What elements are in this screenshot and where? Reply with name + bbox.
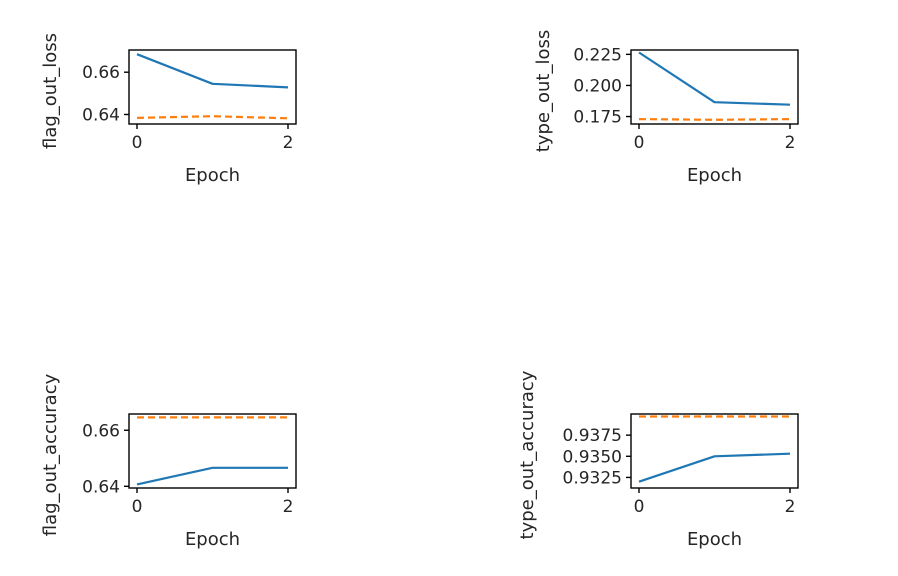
x-axis-label: Epoch [185, 529, 240, 550]
x-tick-label: 2 [785, 133, 796, 153]
y-axis-label: type_out_loss [533, 30, 554, 152]
subplot-flag-out-loss: 0 2 0.64 0.66 Epoch flag_out_loss [40, 33, 297, 186]
y-tick-label: 0.9350 [563, 447, 622, 467]
x-tick-label: 0 [634, 133, 645, 153]
y-tick-label: 0.66 [82, 421, 120, 441]
x-tick-label: 2 [283, 497, 294, 517]
x-tick-label: 0 [132, 497, 143, 517]
y-tick-label: 0.9375 [563, 426, 622, 446]
plot-frame [128, 413, 297, 489]
y-tick-label: 0.64 [82, 105, 120, 125]
y-tick-label: 0.66 [82, 63, 120, 83]
x-axis-label: Epoch [687, 529, 742, 550]
x-tick-label: 2 [785, 497, 796, 517]
dashed-series-line [638, 118, 791, 121]
subplot-flag-out-accuracy: 0 2 0.66 0.64 Epoch flag_out_accuracy [40, 373, 297, 550]
solid-series-line [136, 466, 288, 486]
y-tick-label: 0.64 [82, 477, 120, 497]
y-tick-label: 0.175 [573, 108, 622, 128]
y-axis-label: type_out_accuracy [517, 370, 538, 539]
x-tick-label: 0 [132, 133, 143, 153]
plot-frame [630, 49, 799, 125]
x-axis-label: Epoch [687, 165, 742, 186]
x-tick-label: 0 [634, 497, 645, 517]
y-tick-label: 0.200 [573, 76, 622, 96]
solid-series-line [136, 53, 289, 89]
subplot-type-out-loss: 0 2 0.225 0.200 0.175 Epoch type_out_loss [533, 30, 799, 186]
y-tick-label: 0.225 [573, 45, 622, 65]
y-tick-label: 0.9325 [563, 468, 622, 488]
x-tick-label: 2 [283, 133, 294, 153]
dashed-series-line [136, 115, 289, 120]
y-axis-label: flag_out_loss [40, 33, 61, 149]
plot-frame [128, 49, 297, 125]
x-axis-label: Epoch [185, 165, 240, 186]
solid-series-line [638, 51, 791, 106]
plot-frame [630, 413, 799, 489]
solid-series-line [638, 452, 791, 483]
y-axis-label: flag_out_accuracy [40, 373, 61, 536]
